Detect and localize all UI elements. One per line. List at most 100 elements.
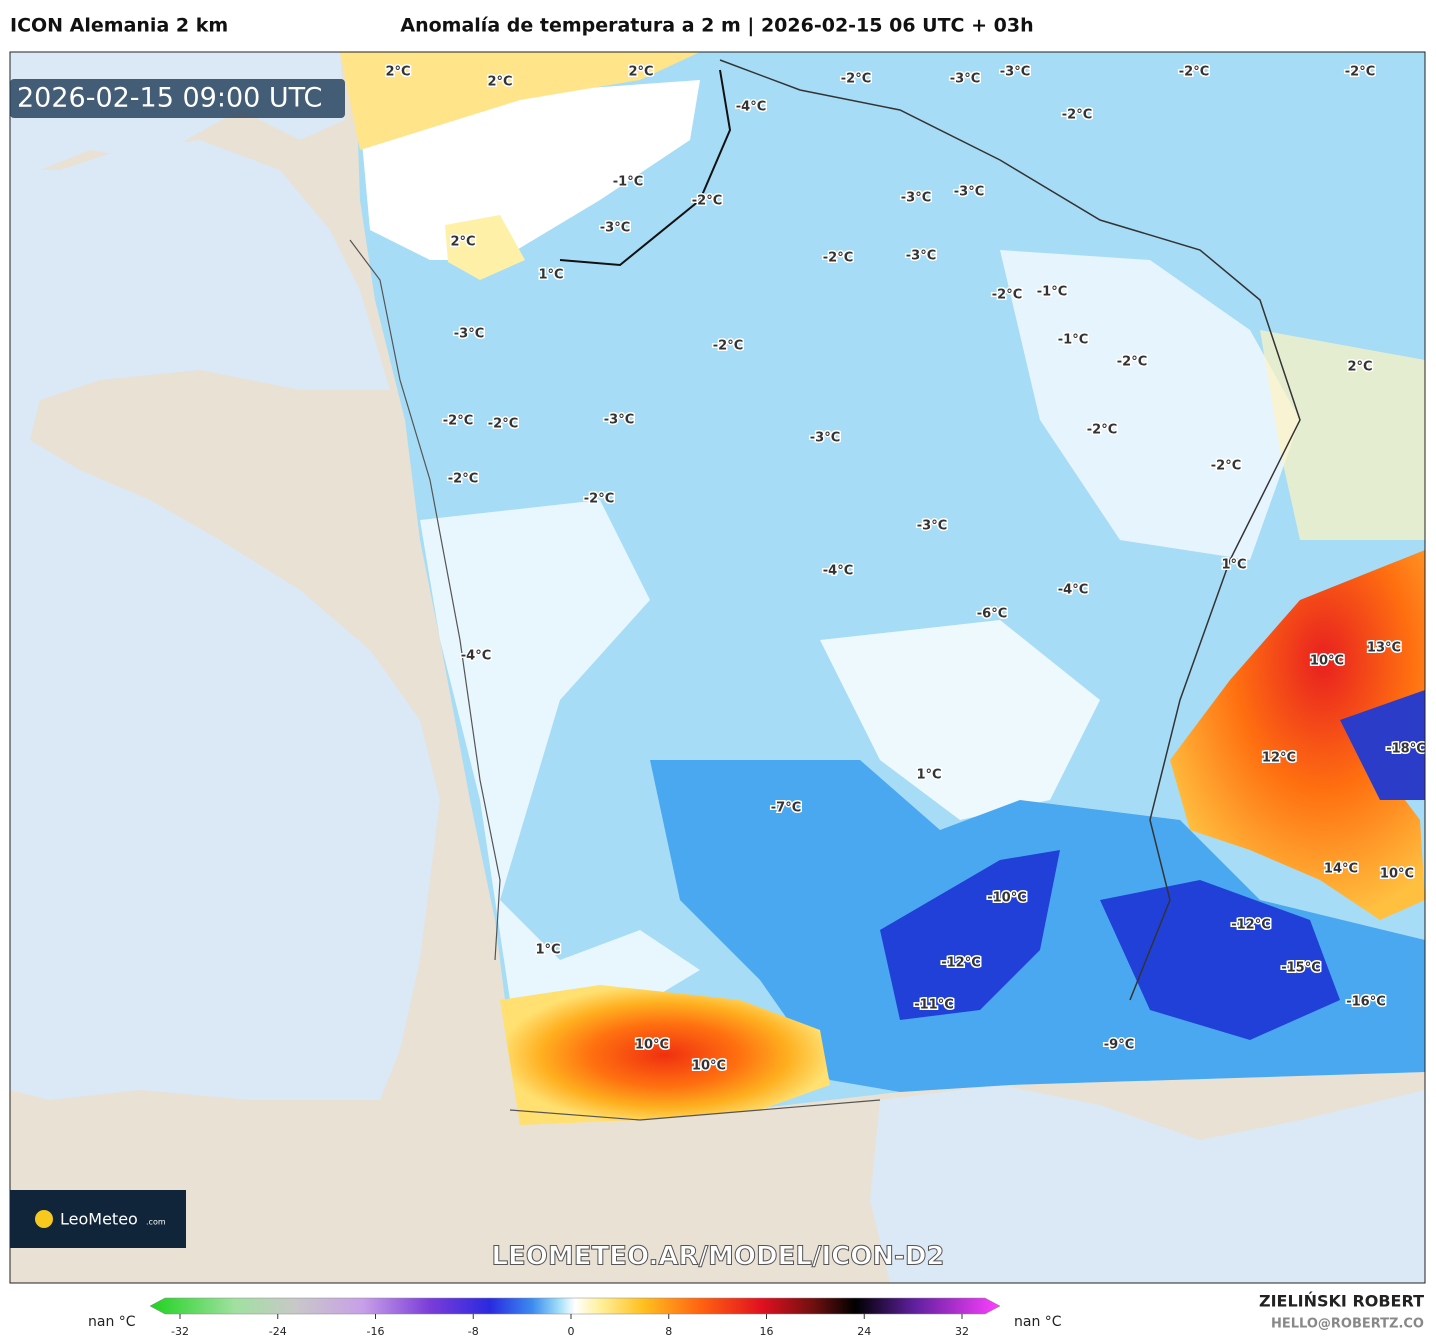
colorbar-tick-label: 32 xyxy=(955,1325,969,1338)
temperature-label: 14°C xyxy=(1324,862,1358,877)
white-area xyxy=(1000,250,1300,560)
warm-area xyxy=(1260,330,1425,540)
temperature-label: -2°C xyxy=(841,72,871,87)
white-area xyxy=(820,620,1100,820)
temperature-label: -1°C xyxy=(613,175,643,190)
border-line xyxy=(509,1099,881,1121)
temperature-label: -3°C xyxy=(917,519,947,534)
temperature-label: 2°C xyxy=(450,235,475,250)
temperature-label: -3°C xyxy=(454,327,484,342)
temperature-label: -2°C xyxy=(1345,65,1375,80)
temperature-label: -3°C xyxy=(950,72,980,87)
colorbar xyxy=(149,1297,1001,1315)
logo-sun xyxy=(35,1210,53,1228)
white-area xyxy=(420,500,700,1000)
temperature-label: -9°C xyxy=(1104,1038,1134,1053)
temperature-label: -2°C xyxy=(448,472,478,487)
alps-cold xyxy=(1340,690,1425,800)
white-area xyxy=(360,80,700,260)
temperature-label: -2°C xyxy=(1062,108,1092,123)
coastline xyxy=(559,69,732,267)
temperature-label: -3°C xyxy=(604,413,634,428)
temperature-label: -3°C xyxy=(1000,65,1030,80)
temperature-label: -16°C xyxy=(1346,995,1386,1010)
colorbar-ticks: -32 -24 -16 -8 0 8 16 24 32 xyxy=(171,1314,969,1338)
temperature-label: 13°C xyxy=(1367,641,1401,656)
timestamp-box xyxy=(10,79,345,118)
temperature-label: 2°C xyxy=(487,75,512,90)
temperature-label: -4°C xyxy=(823,564,853,579)
temperature-label: -3°C xyxy=(810,431,840,446)
temperature-label: -2°C xyxy=(1211,459,1241,474)
temperature-label: 1°C xyxy=(1221,558,1246,573)
colorbar-tick-label: -8 xyxy=(468,1325,479,1338)
temperature-label: 2°C xyxy=(1347,360,1372,375)
map-title: Anomalía de temperatura a 2 m | 2026-02-… xyxy=(400,15,1033,37)
map: 2°C 2°C 2°C -2°C -3°C -3°C -2°C -2°C -4°C -2°C -1°… xyxy=(10,52,1426,1283)
temperature-label: -3°C xyxy=(954,185,984,200)
temperature-label: -2°C xyxy=(1179,65,1209,80)
temperature-label: -4°C xyxy=(461,649,491,664)
temperature-label: -4°C xyxy=(736,100,766,115)
temperature-label: -15°C xyxy=(1281,961,1321,976)
colorbar-tick-label: -16 xyxy=(367,1325,385,1338)
temperature-label: -2°C xyxy=(692,194,722,209)
temperature-label: -4°C xyxy=(1058,583,1088,598)
temperature-label: -1°C xyxy=(1058,333,1088,348)
temperature-label: -3°C xyxy=(901,191,931,206)
temperature-label: 10°C xyxy=(635,1038,669,1053)
temperature-label: -2°C xyxy=(992,288,1022,303)
author: ZIELIŃSKI ROBERT xyxy=(1259,1292,1424,1311)
email: HELLO@ROBERTZ.CO xyxy=(1271,1317,1424,1332)
temperature-label: -18°C xyxy=(1386,742,1426,757)
colorbar-left-label: nan °C xyxy=(88,1314,136,1330)
temperature-label: -2°C xyxy=(823,251,853,266)
colorbar-tick-label: 16 xyxy=(760,1325,774,1338)
temperature-label: 2°C xyxy=(385,65,410,80)
colorbar-right-label: nan °C xyxy=(1014,1314,1062,1330)
temperature-label: 12°C xyxy=(1262,751,1296,766)
map-labels: 2°C 2°C 2°C -2°C -3°C -3°C -2°C -2°C -4°C -2°C -1°… xyxy=(384,63,1426,1075)
temperature-label: -12°C xyxy=(1231,918,1271,933)
logo-suffix: .com xyxy=(146,1218,166,1227)
temperature-label: -2°C xyxy=(488,417,518,432)
colorbar-tick-label: 24 xyxy=(857,1325,871,1338)
temperature-label: -6°C xyxy=(977,607,1007,622)
temperature-label: -2°C xyxy=(443,414,473,429)
very-cold-area xyxy=(880,850,1340,1040)
temperature-label: -2°C xyxy=(1087,423,1117,438)
temperature-label: -10°C xyxy=(987,891,1027,906)
temperature-label: 1°C xyxy=(916,768,941,783)
mediterranean xyxy=(870,1085,1425,1283)
temperature-label: -3°C xyxy=(906,249,936,264)
temperature-label: -2°C xyxy=(1117,355,1147,370)
colorbar-tick-label: 8 xyxy=(665,1325,672,1338)
atlantic xyxy=(10,140,440,1100)
model-name: ICON Alemania 2 km xyxy=(10,15,228,37)
temperature-label: -7°C xyxy=(771,801,801,816)
temperature-label: 10°C xyxy=(1310,654,1344,669)
temperature-label: -2°C xyxy=(713,339,743,354)
temperature-label: -2°C xyxy=(584,492,614,507)
temperature-label: 1°C xyxy=(535,943,560,958)
border-line xyxy=(719,59,1301,1001)
map-frame xyxy=(9,51,1426,1284)
colorbar-tick-label: -24 xyxy=(269,1325,287,1338)
colorbar-tick-label: -32 xyxy=(171,1325,189,1338)
temperature-label: -12°C xyxy=(941,956,981,971)
warm-area xyxy=(445,215,525,280)
temperature-label: -1°C xyxy=(1037,285,1067,300)
temperature-label: 10°C xyxy=(1380,867,1414,882)
warm-area xyxy=(340,52,700,150)
timestamp: 2026-02-15 09:00 UTC xyxy=(17,83,322,114)
temperature-label: -3°C xyxy=(600,221,630,236)
logo-name: LeoMeteo xyxy=(60,1210,138,1229)
watermark: LEOMETEO.AR/MODEL/ICON-D2 xyxy=(491,1242,944,1272)
border-line xyxy=(349,239,501,961)
colorbar-tick-label: 0 xyxy=(568,1325,575,1338)
temperature-label: -11°C xyxy=(914,998,954,1013)
pyrenees-warm xyxy=(500,985,830,1125)
temperature-label: 10°C xyxy=(692,1059,726,1074)
